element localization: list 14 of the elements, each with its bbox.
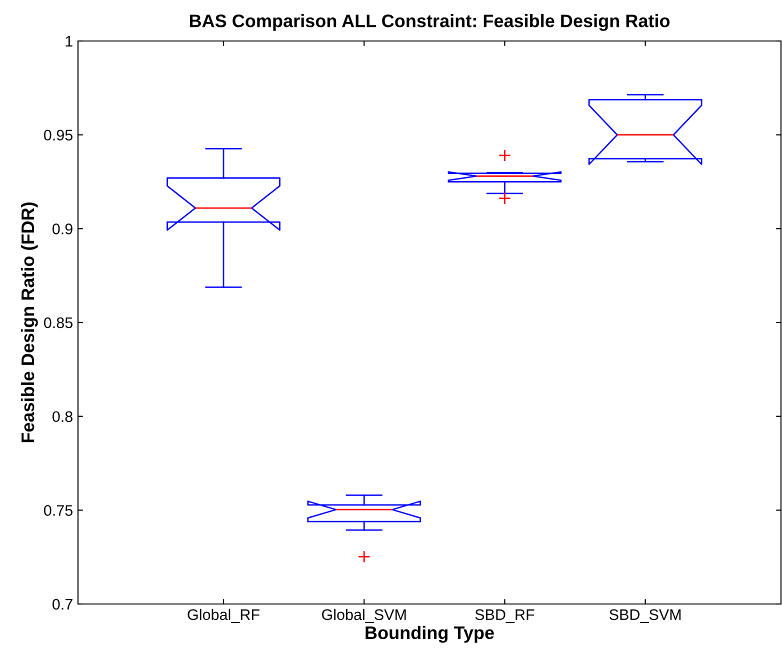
x-axis-title: Bounding Type (366, 626, 494, 643)
y-tick-label: 0.95 (44, 130, 72, 141)
y-tick-label: 0.75 (44, 505, 72, 516)
y-tick-label: 0.85 (44, 317, 72, 328)
x-tick-label: SBD_RF (475, 609, 534, 623)
y-axis-title: Feasible Design Ratio (FDR) (20, 202, 38, 442)
chart-title: BAS Comparison ALL Constraint: Feasible Design Ratio (190, 14, 670, 31)
y-tick-label: 0.9 (52, 224, 72, 234)
y-tick-label: 1 (66, 36, 72, 47)
x-tick-label: SBD_SVM (610, 609, 681, 623)
x-tick-label: Global_RF (188, 608, 260, 623)
y-tick-label: 0.8 (52, 411, 72, 422)
y-tick-label: 0.7 (52, 598, 72, 610)
x-tick-label: Global_SVM (322, 608, 406, 623)
